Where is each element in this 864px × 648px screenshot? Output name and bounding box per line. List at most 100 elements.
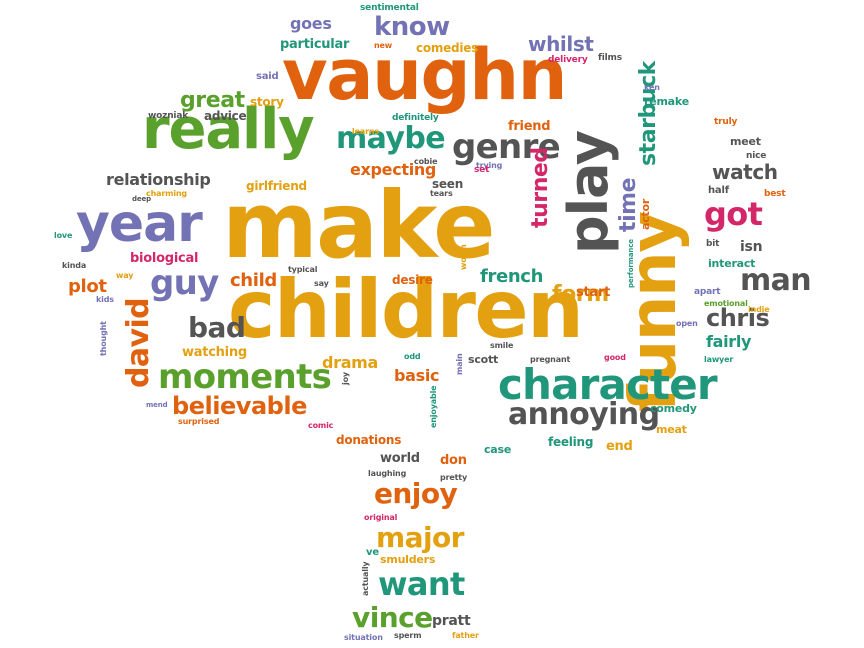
word-sentimental: sentimental [360, 3, 419, 13]
word-isn: isn [740, 239, 763, 255]
word-films: films [598, 53, 622, 63]
word-french: french [480, 266, 544, 287]
word-mend: mend [146, 401, 168, 409]
word-watching: watching [182, 345, 247, 360]
word-lawyer: lawyer [704, 355, 734, 364]
word-kinda: kinda [62, 261, 87, 270]
word-advice: advice [204, 109, 247, 123]
word-character: character [498, 360, 718, 409]
word-scott: scott [468, 353, 499, 366]
word-case: case [484, 443, 512, 456]
word-relationship: relationship [106, 170, 211, 189]
word-vince: vince [352, 601, 433, 634]
word-delivery: delivery [548, 55, 588, 65]
word-typical: typical [288, 265, 318, 274]
word-truly: truly [714, 117, 738, 127]
word-world: world [380, 451, 420, 466]
word-whilst: whilst [528, 32, 594, 56]
word-joy: joy [341, 372, 350, 385]
word-apart: apart [694, 287, 721, 297]
word-pretty: pretty [440, 473, 468, 482]
word-end: end [606, 439, 633, 454]
word-original: original [364, 513, 398, 522]
word-make: make [222, 172, 496, 279]
word-start: start [576, 285, 611, 300]
word-desire: desire [392, 273, 433, 287]
word-drama: drama [322, 353, 379, 372]
word-child: child [230, 270, 277, 291]
word-remake: remake [644, 95, 689, 108]
word-maybe: maybe [336, 121, 446, 156]
word-way: way [116, 271, 134, 280]
word-set: set [474, 165, 490, 175]
word-nice: nice [746, 151, 767, 161]
word-time: time [616, 177, 641, 232]
word-interact: interact [708, 257, 756, 270]
word-meet: meet [730, 135, 761, 148]
word-donations: donations [336, 433, 402, 447]
word-best: best [764, 189, 786, 199]
word-enjoyable: enjoyable [429, 385, 438, 428]
word-genre: genre [452, 127, 561, 167]
word-fairly: fairly [706, 332, 752, 351]
word-said: said [256, 71, 279, 82]
word-tears: tears [430, 189, 453, 198]
word-love: love [54, 231, 73, 240]
word-meat: meat [656, 423, 687, 436]
word-deep: deep [132, 195, 151, 203]
word-know: know [374, 12, 450, 42]
word-smile: smile [490, 341, 514, 350]
word-trying: trying [476, 161, 503, 170]
word-pratt: pratt [432, 613, 471, 629]
word-seen: seen [432, 177, 464, 191]
word-annoying: annoying [508, 397, 660, 432]
word-definitely: definitely [392, 113, 439, 123]
word-particular: particular [280, 37, 350, 52]
word-cobie: cobie [414, 157, 438, 166]
word-guy: guy [150, 263, 219, 303]
word-wozniak: wozniak [148, 111, 189, 121]
word-comedies: comedies [416, 41, 479, 55]
word-girlfriend: girlfriend [246, 179, 307, 193]
word-kids: kids [96, 295, 114, 304]
word-biological: biological [130, 251, 199, 266]
word-turned: turned [528, 147, 553, 228]
word-man: man [740, 263, 812, 298]
word-david: david [121, 297, 156, 388]
word-charming: charming [146, 189, 188, 198]
word-good: good [604, 353, 626, 362]
word-great: great [180, 88, 245, 113]
word-ve: ve [366, 547, 379, 558]
word-comedy: comedy [650, 402, 697, 415]
word-odd: odd [404, 352, 421, 361]
word-main: main [455, 353, 464, 375]
word-sperm: sperm [394, 631, 422, 640]
word-learns: learns [352, 127, 380, 136]
word-enjoy: enjoy [374, 477, 458, 510]
word-expecting: expecting [350, 160, 437, 179]
word-thought: thought [99, 321, 108, 356]
word-worth: worth [459, 244, 468, 270]
word-watch: watch [712, 160, 778, 184]
word-got: got [704, 195, 763, 233]
word-laughing: laughing [368, 469, 407, 478]
word-half: half [708, 185, 729, 196]
word-story: story [250, 95, 284, 109]
word-smulders: smulders [380, 553, 436, 566]
word-pregnant: pregnant [530, 355, 571, 364]
word-indie: indie [748, 305, 770, 314]
word-open: open [676, 319, 698, 328]
word-actually: actually [361, 561, 370, 596]
word-basic: basic [394, 366, 440, 385]
word-plot: plot [68, 276, 107, 297]
word-comic: comic [308, 421, 334, 430]
word-want: want [378, 565, 465, 603]
word-say: say [314, 279, 329, 288]
word-goes: goes [290, 14, 332, 33]
word-performance: performance [627, 239, 635, 288]
word-new: new [374, 41, 393, 50]
word-vaughn: vaughn [282, 34, 567, 116]
word-form: form [552, 282, 609, 307]
word-starbuck: starbuck [636, 61, 661, 166]
word-year: year [76, 194, 203, 254]
